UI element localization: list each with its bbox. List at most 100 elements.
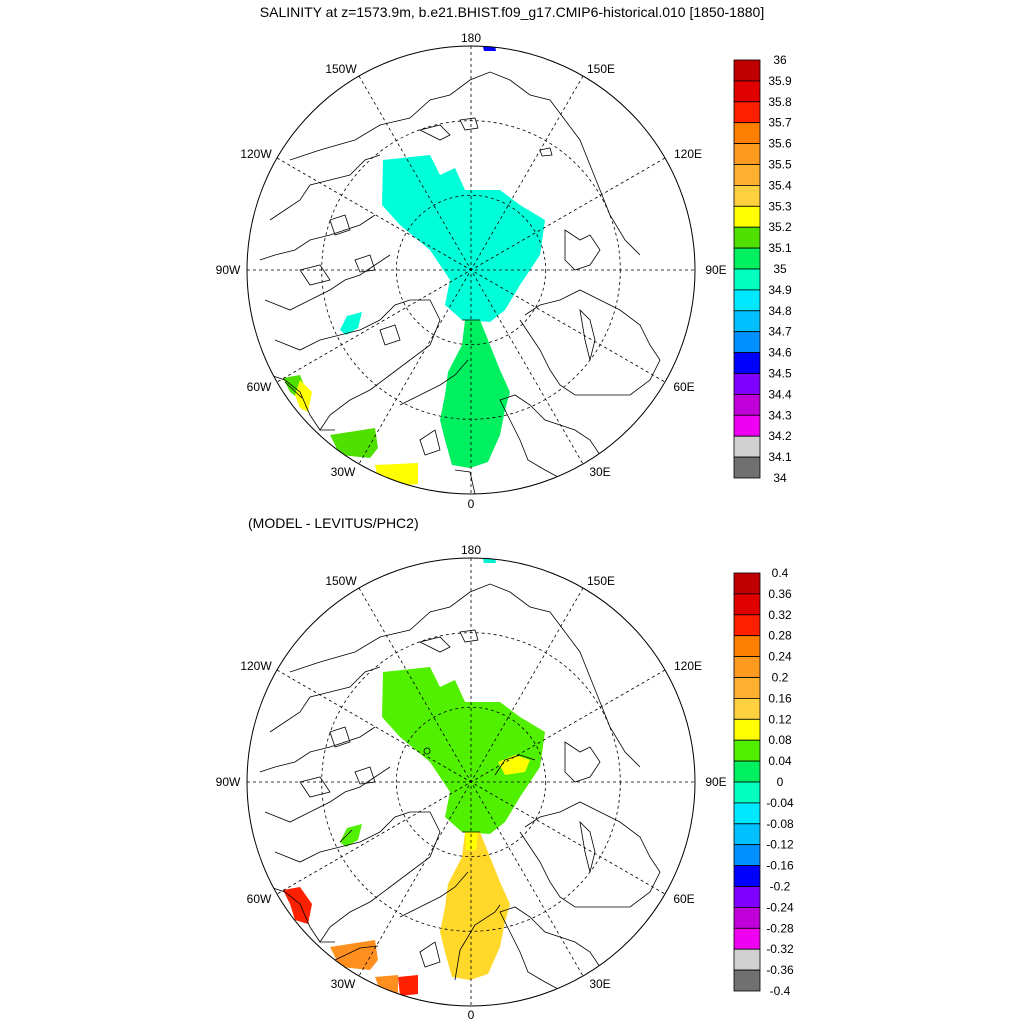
fram-strait-yellow — [465, 832, 478, 850]
colorbar-swatch — [733, 844, 761, 867]
lon-label: 90W — [216, 775, 241, 789]
map-border-top — [246, 45, 696, 495]
map-border-bottom — [246, 557, 696, 1007]
colorbar-top: 36 35.9 35.8 35.7 35.6 35.5 35.4 35.3 35.2 35.1 35… — [733, 53, 792, 485]
colorbar-tick-label: -0.16 — [766, 859, 794, 873]
colorbar-tick-label: 35.3 — [768, 199, 792, 213]
colorbar-swatch — [733, 205, 761, 228]
colorbar-swatch — [733, 760, 761, 783]
colorbar-tick-label: 34.4 — [768, 387, 792, 401]
colorbar-tick-label: 34.5 — [768, 367, 792, 381]
colorbar-tick-label: 36 — [773, 53, 787, 67]
colorbar-swatch — [733, 907, 761, 929]
colorbar-swatch — [733, 781, 761, 804]
colorbar-swatch — [733, 373, 761, 395]
colorbar-tick-label: 0.16 — [768, 691, 792, 705]
colorbar-tick-label: 34.8 — [768, 304, 792, 318]
graticule-bottom — [247, 558, 695, 1006]
lon-label: 30E — [589, 465, 610, 479]
colorbar-swatch — [733, 948, 761, 971]
colorbar-swatch — [733, 614, 761, 637]
colorbar-tick-label: 34.9 — [768, 283, 792, 297]
colorbar-tick-label: 35.4 — [768, 178, 792, 192]
colorbar-swatch — [733, 698, 761, 720]
colorbar-swatch — [733, 80, 761, 103]
colorbar-swatch — [733, 289, 761, 312]
colorbar-tick-label: -0.32 — [766, 942, 794, 956]
colorbar-swatch — [733, 802, 761, 825]
colorbar-swatch — [733, 393, 761, 416]
colorbar-tick-label: 35.2 — [768, 220, 792, 234]
figure-title: SALINITY at z=1573.9m, b.e21.BHIST.f09_g… — [259, 4, 765, 20]
colorbar-tick-label: 35.9 — [768, 74, 792, 88]
colorbar-tick-label: 35 — [773, 262, 787, 276]
colorbar-tick-label: 34.2 — [768, 429, 792, 443]
colorbar-tick-label: 34.1 — [768, 450, 792, 464]
colorbar-swatch — [733, 635, 761, 658]
colorbar-tick-label: -0.28 — [766, 921, 794, 935]
lon-label: 60W — [247, 380, 272, 394]
lon-label: 60E — [673, 892, 694, 906]
colorbar-tick-label: 35.5 — [768, 158, 792, 172]
colorbar-swatch — [733, 435, 761, 458]
colorbar-tick-label: 34.7 — [768, 325, 792, 339]
colorbar-tick-label: -0.36 — [766, 963, 794, 977]
colorbar-swatch — [733, 823, 761, 846]
irminger-yellow-fill — [375, 463, 418, 486]
colorbar-swatch — [733, 969, 761, 992]
labrador-fill — [283, 887, 312, 924]
lon-label: 150W — [325, 574, 357, 588]
colorbar-swatch — [733, 331, 761, 354]
atlantic-basin-fill — [440, 320, 510, 468]
colorbar-swatch — [733, 593, 761, 616]
lon-label: 150E — [587, 574, 615, 588]
baffin-fill — [340, 824, 362, 847]
colorbar-tick-label: 34 — [773, 471, 787, 485]
colorbar-tick-label: 35.6 — [768, 137, 792, 151]
colorbar-tick-label: 35.1 — [768, 241, 792, 255]
colorbar-tick-label: -0.12 — [766, 838, 794, 852]
colorbar-tick-label: 0.32 — [768, 608, 792, 622]
colorbar-swatch — [733, 739, 761, 762]
arctic-basin-fill — [382, 155, 545, 322]
lon-label: 90E — [705, 775, 726, 789]
irminger-fill — [330, 940, 378, 970]
colorbar-tick-label: 0 — [777, 775, 784, 789]
colorbar-tick-label: -0.2 — [770, 880, 791, 894]
coastlines — [249, 71, 661, 494]
colorbar-tick-label: 0.04 — [768, 754, 792, 768]
colorbar-bottom: 0.4 0.36 0.32 0.28 0.24 0.2 0.16 0.12 0.08 0.04 0 -… — [733, 566, 794, 998]
colorbar-swatch — [733, 247, 761, 270]
bottom-polar-map: 180 150W 150E 120W 120E 90W 90E 60W 60E … — [216, 543, 727, 1022]
colorbar-swatch — [733, 101, 761, 124]
colorbar-swatch — [733, 414, 761, 437]
colorbar-swatch — [733, 927, 761, 950]
lon-label: 120W — [240, 147, 272, 161]
colorbar-tick-label: 0.12 — [768, 712, 792, 726]
lon-label: 180 — [461, 543, 481, 557]
colorbar-tick-label: 35.8 — [768, 95, 792, 109]
baffin-fill — [340, 312, 362, 335]
lon-label: 90E — [705, 263, 726, 277]
colorbar-tick-label: 0.28 — [768, 629, 792, 643]
lon-label: 30E — [589, 977, 610, 991]
iceland-sea-orange — [375, 975, 398, 994]
top-polar-map: 180 150W 150E 120W 120E 90W 90E 60W 60E … — [216, 31, 727, 511]
colorbar-tick-label: -0.04 — [766, 796, 794, 810]
iceland-sea-fill — [398, 975, 418, 996]
colorbar-swatch — [733, 656, 761, 678]
lon-label: 150W — [325, 62, 357, 76]
coastlines — [249, 583, 661, 993]
lon-labels-bottom: 180 150W 150E 120W 120E 90W 90E 60W 60E … — [216, 543, 727, 1022]
colorbar-swatch — [733, 572, 761, 595]
colorbar-tick-label: -0.08 — [766, 817, 794, 831]
colorbar-tick-label: 0.36 — [768, 587, 792, 601]
colorbar-tick-label: 35.7 — [768, 116, 792, 130]
graticule-top — [247, 46, 695, 494]
lon-label: 120E — [674, 147, 702, 161]
lon-label: 90W — [216, 263, 241, 277]
colorbar-tick-label: -0.24 — [766, 900, 794, 914]
colorbar-swatch — [733, 456, 761, 479]
colorbar-tick-label: -0.4 — [770, 984, 791, 998]
